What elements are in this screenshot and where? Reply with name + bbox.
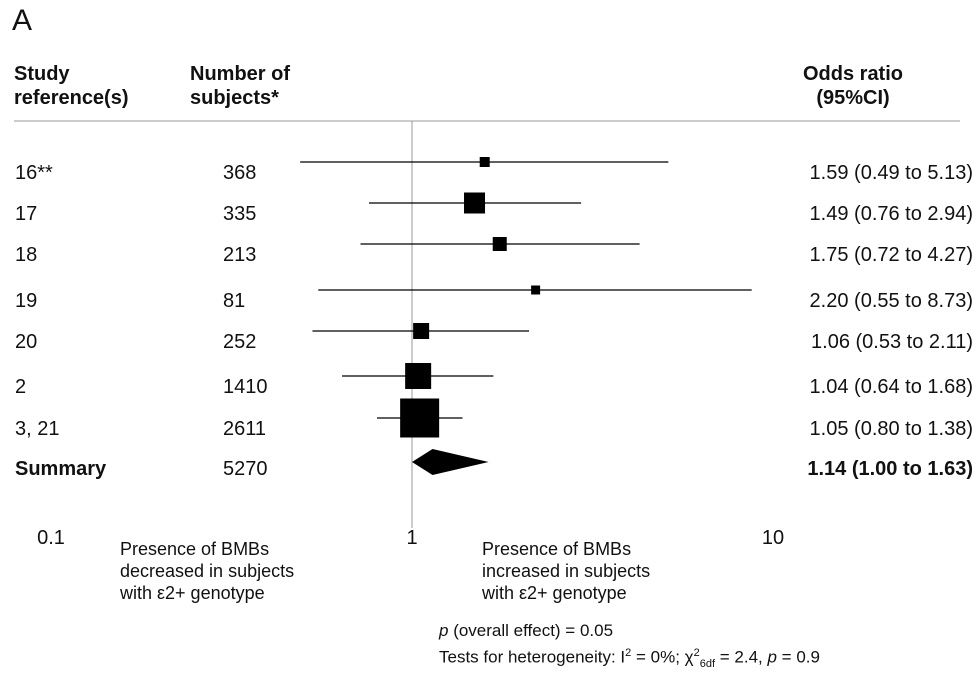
effect-marker — [479, 157, 490, 167]
effect-marker — [400, 398, 440, 438]
effect-marker — [464, 192, 486, 214]
right-note-line3: with ε2+ genotype — [482, 583, 627, 603]
x-tick-label: 10 — [761, 527, 785, 549]
panel-label: A — [12, 4, 33, 37]
subjects-header-line2: subjects* — [190, 87, 279, 109]
subjects-header-line1: Number of — [190, 63, 290, 85]
heterogeneity-stat: Tests for heterogeneity: I2 = 0%; χ26df … — [439, 642, 820, 675]
p-symbol: p — [439, 621, 449, 640]
study-ref: 2 — [15, 376, 27, 398]
het-prefix: Tests for heterogeneity: I — [439, 647, 626, 667]
het-i2-sup: 2 — [625, 647, 632, 659]
overall-effect-stat: p (overall effect) = 0.05 — [439, 620, 613, 642]
study-ref: 3, 21 — [15, 418, 60, 440]
study-ref: 19 — [15, 290, 38, 312]
subject-count: 335 — [223, 203, 257, 225]
subjects-header: Number of subjects* — [190, 62, 290, 110]
odds-ratio-header: Odds ratio (95%CI) — [778, 62, 928, 110]
study-ref: 18 — [15, 244, 38, 266]
subject-count: 252 — [223, 331, 257, 353]
het-chi-val: = 2.4, — [715, 647, 768, 667]
het-chi-sub: 6df — [699, 658, 716, 671]
left-direction-note: Presence of BMBs decreased in subjects w… — [120, 538, 294, 604]
study-header-line2: reference(s) — [14, 87, 129, 109]
effect-marker — [413, 323, 430, 339]
subject-count: 368 — [223, 162, 257, 184]
x-tick-label: 1 — [406, 527, 418, 549]
study-ref: 17 — [15, 203, 38, 225]
het-p-symbol: p — [767, 647, 777, 667]
effect-marker — [531, 285, 541, 295]
summary-subject-count: 5270 — [223, 458, 268, 480]
het-chi-sup: 2 — [693, 647, 700, 659]
odds-ratio-value: 2.20 (0.55 to 8.73) — [809, 290, 973, 312]
odds-ratio-value: 1.59 (0.49 to 5.13) — [809, 162, 973, 184]
left-note-line1: Presence of BMBs — [120, 539, 270, 559]
summary-diamond — [412, 449, 489, 475]
effect-marker — [405, 363, 432, 389]
left-note-line2: decreased in subjects — [120, 561, 295, 581]
het-mid: = 0%; χ — [631, 647, 694, 667]
right-direction-note: Presence of BMBs increased in subjects w… — [482, 538, 650, 604]
summary-label: Summary — [15, 458, 107, 480]
subject-count: 81 — [223, 290, 246, 312]
odds-ratio-header-line2: (95%CI) — [816, 87, 890, 109]
right-note-line1: Presence of BMBs — [482, 539, 632, 559]
odds-ratio-value: 1.04 (0.64 to 1.68) — [809, 376, 973, 398]
study-header-line1: Study — [14, 63, 70, 85]
right-note-line2: increased in subjects — [482, 561, 651, 581]
summary-odds-ratio-value: 1.14 (1.00 to 1.63) — [807, 458, 973, 480]
study-ref: 20 — [15, 331, 38, 353]
subject-count: 213 — [223, 244, 257, 266]
study-header: Study reference(s) — [14, 62, 129, 110]
odds-ratio-value: 1.05 (0.80 to 1.38) — [809, 418, 973, 440]
odds-ratio-value: 1.49 (0.76 to 2.94) — [809, 203, 973, 225]
study-ref: 16** — [15, 162, 53, 184]
effect-marker — [492, 237, 507, 251]
subject-count: 2611 — [223, 418, 267, 440]
odds-ratio-value: 1.75 (0.72 to 4.27) — [809, 244, 973, 266]
left-note-line3: with ε2+ genotype — [120, 583, 265, 603]
odds-ratio-value: 1.06 (0.53 to 2.11) — [811, 331, 973, 353]
subject-count: 1410 — [223, 376, 268, 398]
x-tick-label: 0.1 — [37, 527, 65, 549]
odds-ratio-header-line1: Odds ratio — [802, 63, 903, 85]
het-p-val: = 0.9 — [776, 647, 820, 667]
overall-effect-text: (overall effect) = 0.05 — [448, 621, 614, 640]
